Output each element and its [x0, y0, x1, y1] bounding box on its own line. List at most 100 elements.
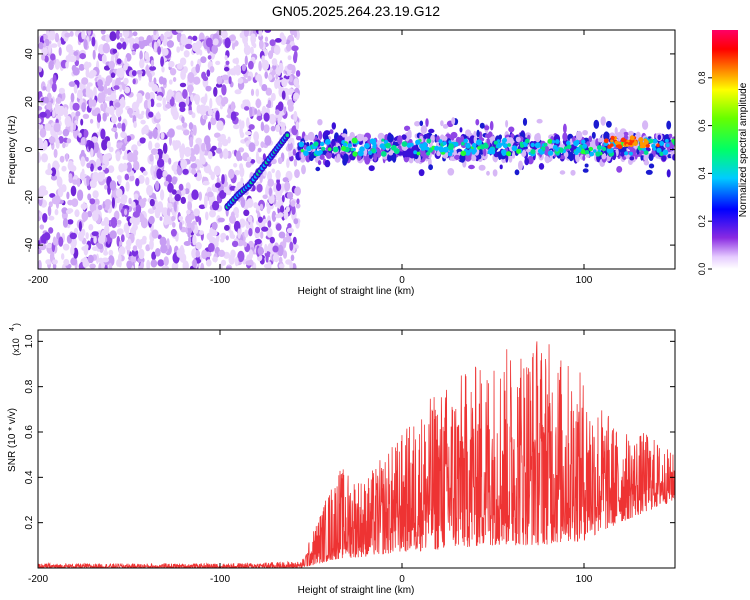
- noise-cell: [88, 224, 94, 231]
- noise-cell: [124, 173, 130, 181]
- signal-core-cell: [379, 143, 384, 149]
- signal-core-cell: [502, 137, 508, 143]
- signal-band-cell: [484, 125, 490, 131]
- snr-xtick-label: 0: [399, 574, 405, 585]
- noise-cell: [120, 37, 125, 43]
- noise-cell: [216, 120, 224, 131]
- noise-cell: [161, 48, 169, 56]
- noise-cell: [102, 164, 106, 171]
- noise-cell: [267, 99, 272, 108]
- noise-cell: [38, 42, 44, 50]
- noise-cell: [132, 245, 138, 252]
- noise-cell: [245, 260, 253, 266]
- signal-core-cell: [476, 139, 482, 146]
- signal-band-cell: [442, 124, 449, 129]
- noise-cell: [275, 124, 281, 133]
- noise-cell: [81, 77, 89, 85]
- noise-cell: [115, 188, 123, 198]
- noise-cell: [224, 224, 230, 231]
- noise-cell: [58, 87, 65, 94]
- signal-band-cell: [336, 153, 341, 162]
- snr-scale-base: (x10: [11, 338, 21, 356]
- noise-cell: [142, 126, 149, 135]
- noise-cell: [225, 60, 230, 66]
- noise-cell: [138, 36, 145, 42]
- noise-cell: [138, 38, 146, 50]
- noise-cell: [289, 155, 294, 162]
- noise-cell: [178, 101, 186, 109]
- noise-cell: [100, 30, 106, 35]
- noise-cell: [38, 106, 43, 111]
- noise-cell: [110, 92, 117, 102]
- noise-cell: [260, 121, 265, 132]
- noise-cell: [51, 82, 57, 93]
- noise-cell: [131, 101, 139, 112]
- noise-cell: [295, 70, 301, 77]
- noise-cell: [255, 98, 261, 109]
- signal-core-cell: [656, 147, 662, 153]
- noise-cell: [86, 82, 93, 87]
- noise-cell: [49, 193, 56, 198]
- noise-cell: [102, 112, 107, 122]
- noise-cell: [217, 217, 225, 223]
- noise-cell: [109, 31, 117, 42]
- noise-cell: [287, 99, 294, 108]
- signal-band-cell: [364, 155, 371, 165]
- signal-core-cell: [501, 149, 507, 155]
- signal-band-cell: [324, 159, 331, 168]
- signal-core-cell: [483, 143, 489, 149]
- signal-core-cell: [530, 149, 536, 155]
- noise-cell: [89, 118, 94, 124]
- noise-cell: [260, 231, 264, 239]
- noise-cell: [243, 30, 249, 37]
- signal-band-cell: [442, 135, 448, 141]
- noise-cell: [48, 43, 52, 54]
- noise-cell: [50, 175, 58, 181]
- noise-cell: [57, 186, 64, 198]
- noise-cell: [172, 222, 176, 228]
- signal-core-cell: [595, 151, 601, 157]
- signal-band-cell: [475, 119, 480, 126]
- signal-band-cell: [499, 164, 503, 170]
- noise-cell: [239, 131, 245, 138]
- noise-cell: [285, 206, 290, 213]
- noise-cell: [212, 38, 219, 46]
- noise-cell: [218, 141, 223, 149]
- signal-core-cell: [662, 149, 669, 156]
- signal-band-cell: [623, 131, 629, 136]
- noise-cell: [272, 64, 277, 70]
- signal-band-cell: [368, 165, 375, 172]
- noise-cell: [39, 128, 47, 138]
- signal-band-cell: [645, 169, 653, 175]
- noise-cell: [132, 31, 138, 37]
- signal-band-cell: [468, 164, 475, 170]
- signal-core-cell: [642, 147, 647, 152]
- signal-band-cell: [591, 131, 596, 139]
- noise-cell: [246, 198, 254, 208]
- signal-band-cell: [492, 169, 498, 177]
- noise-cell: [87, 72, 95, 79]
- noise-cell: [249, 106, 253, 118]
- signal-core-cell: [629, 151, 633, 156]
- noise-cell: [53, 122, 61, 133]
- signal-band-cell: [296, 136, 302, 141]
- noise-cell: [76, 177, 81, 187]
- snr-axes: -200 -100 0 100 0.2 0.4 0.6 0.8 1.0: [24, 330, 675, 585]
- noise-cell: [278, 231, 286, 239]
- noise-cell: [86, 175, 90, 187]
- noise-cell: [230, 211, 235, 221]
- noise-cell: [220, 259, 227, 266]
- noise-cell: [94, 198, 100, 206]
- noise-cell: [109, 180, 117, 191]
- noise-cell: [264, 71, 269, 79]
- noise-cell: [173, 201, 177, 212]
- signal-band-cell: [568, 151, 574, 162]
- signal-band-cell: [518, 160, 523, 171]
- signal-band-cell: [642, 120, 649, 130]
- noise-cell: [162, 170, 168, 177]
- signal-core-cell: [426, 138, 432, 144]
- signal-core-cell: [426, 151, 431, 156]
- signal-band-cell: [376, 151, 383, 157]
